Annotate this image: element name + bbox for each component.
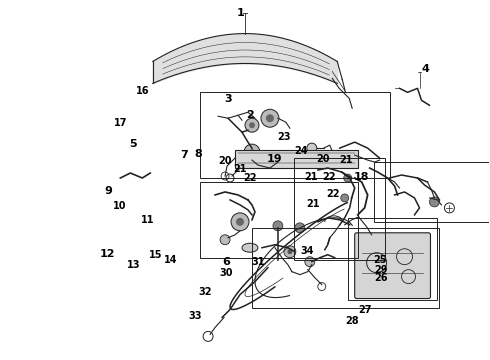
Text: 5: 5 <box>129 139 136 149</box>
Circle shape <box>244 144 260 160</box>
Text: 12: 12 <box>99 248 115 258</box>
Circle shape <box>284 246 296 258</box>
Text: 26: 26 <box>374 273 388 283</box>
Circle shape <box>266 114 274 122</box>
Circle shape <box>220 235 230 245</box>
Text: 21: 21 <box>233 164 247 174</box>
Circle shape <box>274 154 286 166</box>
Text: 15: 15 <box>149 250 163 260</box>
Circle shape <box>287 249 293 254</box>
Bar <box>294 158 385 260</box>
Text: 31: 31 <box>251 257 265 267</box>
Circle shape <box>273 221 283 231</box>
Circle shape <box>429 197 440 207</box>
Text: 34: 34 <box>301 246 314 256</box>
Text: 14: 14 <box>164 255 177 265</box>
Ellipse shape <box>242 243 258 252</box>
Bar <box>235 150 358 168</box>
Text: 33: 33 <box>189 311 202 320</box>
Text: 4: 4 <box>422 64 430 74</box>
Circle shape <box>295 223 305 233</box>
Circle shape <box>334 154 342 162</box>
Text: 19: 19 <box>267 154 282 164</box>
Text: 16: 16 <box>136 86 149 96</box>
Circle shape <box>249 122 255 128</box>
Text: 1: 1 <box>236 8 244 18</box>
Text: 7: 7 <box>180 150 188 160</box>
Text: 21: 21 <box>307 199 320 210</box>
Circle shape <box>341 194 349 202</box>
Text: 22: 22 <box>243 173 257 183</box>
Bar <box>374 162 490 222</box>
Bar <box>252 228 440 307</box>
Circle shape <box>261 109 279 127</box>
Text: 29: 29 <box>374 265 388 275</box>
Text: 21: 21 <box>339 155 352 165</box>
Text: 9: 9 <box>104 186 112 196</box>
Text: 30: 30 <box>220 268 233 278</box>
Text: 17: 17 <box>114 118 127 128</box>
Circle shape <box>286 154 294 162</box>
FancyBboxPatch shape <box>355 233 431 298</box>
Circle shape <box>343 174 352 182</box>
Circle shape <box>249 149 255 155</box>
Text: 22: 22 <box>322 172 336 182</box>
Circle shape <box>246 154 254 162</box>
Text: 2: 2 <box>246 111 254 121</box>
Bar <box>348 218 438 300</box>
Bar <box>200 92 390 178</box>
Circle shape <box>307 143 317 153</box>
Text: 24: 24 <box>294 146 308 156</box>
Text: 20: 20 <box>317 154 330 164</box>
Circle shape <box>245 118 259 132</box>
Text: 21: 21 <box>304 172 318 182</box>
Text: 8: 8 <box>195 149 202 159</box>
Text: 27: 27 <box>358 305 371 315</box>
Text: 6: 6 <box>222 257 230 267</box>
Text: 20: 20 <box>219 156 232 166</box>
Text: 22: 22 <box>326 189 340 199</box>
Circle shape <box>264 154 272 162</box>
Bar <box>200 182 358 258</box>
Text: 18: 18 <box>354 172 369 182</box>
Circle shape <box>236 218 244 226</box>
Text: 28: 28 <box>345 316 359 325</box>
Circle shape <box>314 154 322 162</box>
Circle shape <box>305 257 315 267</box>
Text: 25: 25 <box>373 255 387 265</box>
Text: 13: 13 <box>127 260 140 270</box>
Circle shape <box>231 213 249 231</box>
Text: 32: 32 <box>198 287 212 297</box>
Text: 3: 3 <box>224 94 232 104</box>
Text: 10: 10 <box>113 201 126 211</box>
Text: 11: 11 <box>141 215 154 225</box>
Text: 23: 23 <box>277 132 291 142</box>
